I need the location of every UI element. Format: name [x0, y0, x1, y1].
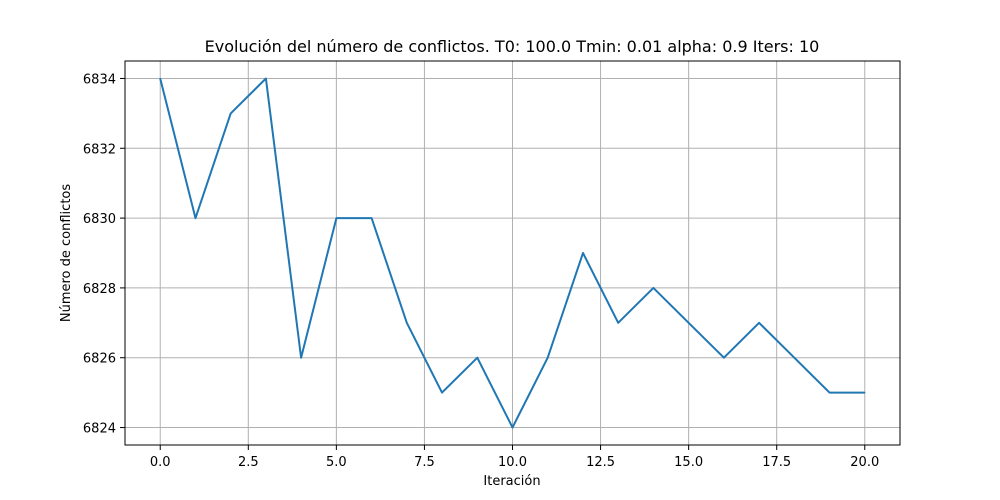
x-tick-label: 12.5	[586, 455, 615, 470]
data-point	[265, 77, 267, 80]
x-tick-label: 20.0	[850, 455, 879, 470]
data-point	[652, 287, 655, 289]
data-point	[793, 357, 795, 359]
data-point	[511, 426, 514, 429]
data-point	[758, 322, 760, 324]
x-tick-label: 10.0	[498, 455, 527, 470]
data-point	[194, 217, 197, 219]
data-point	[300, 357, 302, 359]
y-tick-label: 6832	[83, 142, 116, 157]
data-point	[335, 217, 337, 219]
x-tick-label: 0.0	[150, 455, 171, 470]
data-point	[723, 357, 725, 359]
x-tick-label: 5.0	[326, 455, 347, 470]
data-point	[864, 392, 866, 394]
chart-title: Evolución del número de conflictos. T0: …	[205, 37, 820, 56]
data-point	[582, 252, 584, 254]
data-point	[230, 112, 232, 114]
y-tick-label: 6834	[83, 72, 116, 87]
data-point	[159, 77, 161, 80]
y-tick-label: 6830	[83, 212, 116, 227]
x-tick-label: 15.0	[674, 455, 703, 470]
x-tick-label: 7.5	[414, 455, 435, 470]
x-tick-label: 2.5	[238, 455, 259, 470]
data-point	[828, 392, 831, 394]
y-tick-label: 6824	[83, 422, 116, 437]
x-tick-label: 17.5	[762, 455, 791, 470]
y-tick-label: 6828	[83, 282, 116, 297]
grid	[125, 61, 900, 445]
data-point	[370, 217, 373, 219]
data-point	[476, 357, 478, 359]
data-point	[406, 322, 408, 324]
data-point	[688, 322, 690, 324]
data-point	[547, 357, 549, 359]
data-point	[441, 392, 443, 394]
data-point	[617, 322, 619, 324]
y-axis-label: Número de conflictos	[59, 184, 74, 322]
series-layer	[159, 77, 866, 429]
y-tick-label: 6826	[83, 352, 116, 367]
x-axis-label: Iteración	[483, 474, 540, 489]
y-axis: 6824 6826 6828 6830 6832 6834	[83, 72, 125, 437]
x-axis: 0.0 2.5 5.0 7.5 10.0 12.5 15.0 17.5 20.0	[150, 445, 879, 470]
